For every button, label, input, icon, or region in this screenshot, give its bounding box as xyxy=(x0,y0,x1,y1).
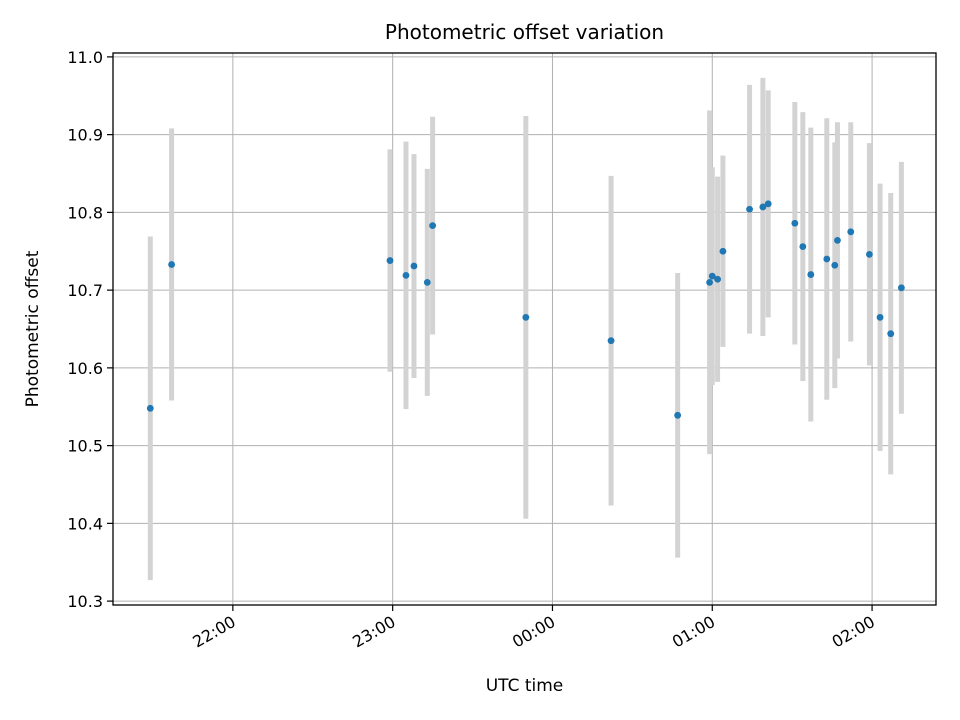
data-point xyxy=(866,250,873,258)
point-layer xyxy=(146,200,905,419)
data-point xyxy=(831,261,839,269)
data-point xyxy=(764,200,772,208)
data-point xyxy=(522,313,530,321)
y-tick-label: 10.7 xyxy=(67,281,103,300)
data-point xyxy=(423,278,431,286)
data-point xyxy=(168,261,175,268)
y-tick-label: 10.9 xyxy=(67,126,103,145)
data-point xyxy=(719,247,727,255)
data-point xyxy=(834,236,841,244)
y-tick-label: 11.0 xyxy=(67,48,103,67)
data-point xyxy=(807,271,815,278)
data-point xyxy=(887,330,895,338)
x-axis-label: UTC time xyxy=(486,676,564,696)
chart-title: Photometric offset variation xyxy=(385,20,664,44)
data-point xyxy=(706,278,714,286)
plot-frame xyxy=(112,52,937,606)
data-point xyxy=(746,205,753,213)
data-point xyxy=(759,203,767,211)
y-tick-label: 10.8 xyxy=(67,203,103,222)
data-point xyxy=(791,219,799,227)
data-point xyxy=(876,313,884,321)
y-tick-label: 10.4 xyxy=(67,514,103,533)
y-tick-label: 10.3 xyxy=(67,592,103,611)
data-point xyxy=(402,271,410,279)
data-point xyxy=(714,275,721,283)
data-point xyxy=(410,262,418,270)
data-point xyxy=(146,404,154,412)
data-point xyxy=(708,272,716,280)
data-point xyxy=(847,228,855,236)
y-tick-label: 10.5 xyxy=(67,437,103,456)
data-point xyxy=(799,243,807,250)
data-point xyxy=(386,257,394,264)
y-tick-label: 10.6 xyxy=(67,359,103,378)
data-point xyxy=(429,222,437,229)
y-axis-label: Photometric offset xyxy=(23,250,43,407)
data-point xyxy=(897,284,905,292)
data-point xyxy=(607,337,615,345)
data-point xyxy=(823,255,831,263)
data-point xyxy=(674,411,682,419)
